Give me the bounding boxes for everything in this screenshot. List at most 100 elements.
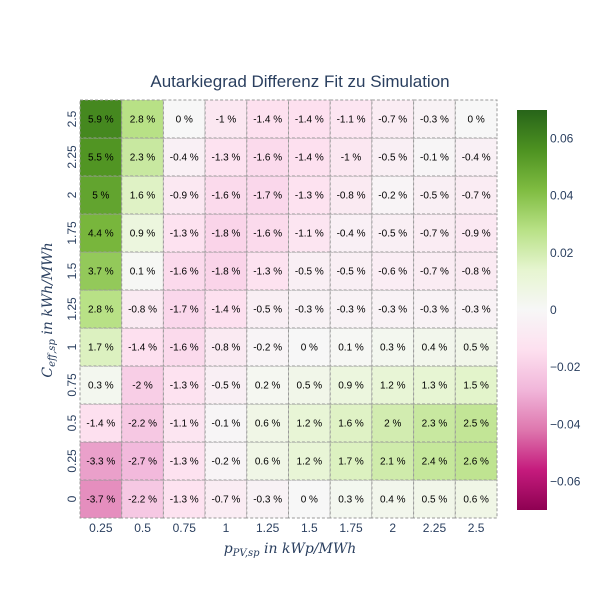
- heatmap-cell-label: -2.7 %: [128, 457, 157, 468]
- heatmap-cell: [121, 479, 164, 519]
- heatmap-cell-label: 0.6 %: [255, 457, 281, 468]
- heatmap-cell-label: -2.2 %: [128, 419, 157, 430]
- heatmap-cell-label: -0.8 %: [211, 343, 240, 354]
- heatmap-cell: [413, 137, 456, 177]
- heatmap-cell-label: -0.3 %: [253, 495, 282, 506]
- y-tick-label: 0: [65, 495, 79, 502]
- y-axis-ticks: 0 0.25 0.5 0.75 1 1.25 1.5 1.75 2 2.25 2.5: [65, 110, 79, 502]
- heatmap-cell-label: -3.7 %: [86, 495, 115, 506]
- heatmap-cell: [413, 175, 456, 215]
- x-tick-label: 0.75: [173, 521, 197, 535]
- chart-title: Autarkiegrad Differenz Fit zu Simulation: [150, 72, 449, 91]
- heatmap-cell-label: 1.2 %: [297, 457, 323, 468]
- heatmap-cell: [79, 137, 123, 177]
- heatmap-cell-label: -0.5 %: [211, 381, 240, 392]
- x-axis-title-main: p: [224, 541, 233, 557]
- heatmap-cell-label: 1.7 %: [338, 457, 364, 468]
- heatmap-cell-label: 1.3 %: [422, 381, 448, 392]
- x-tick-label: 2.25: [423, 521, 447, 535]
- heatmap-cell-label: -0.5 %: [295, 267, 324, 278]
- heatmap-cell-label: -1.6 %: [170, 343, 199, 354]
- heatmap-cell: [79, 327, 123, 367]
- heatmap-cell: [371, 251, 415, 291]
- heatmap-cell-label: -1 %: [341, 153, 362, 164]
- colorbar-tick-label: 0: [550, 303, 557, 317]
- heatmap-cell-label: -0.2 %: [378, 191, 407, 202]
- heatmap-cell-label: -0.3 %: [462, 305, 491, 316]
- y-tick-label: 1.25: [65, 297, 79, 321]
- heatmap-cell-label: -0.1 %: [420, 153, 449, 164]
- y-tick-label: 0.75: [65, 373, 79, 397]
- heatmap-cell-label: -0.6 %: [378, 267, 407, 278]
- heatmap-cell: [246, 365, 290, 405]
- heatmap-cell: [162, 289, 206, 329]
- heatmap-cell-label: -0.3 %: [337, 305, 366, 316]
- heatmap-cell: [371, 479, 415, 519]
- heatmap-cell-label: -1.7 %: [253, 191, 282, 202]
- heatmap-cell: [246, 289, 290, 329]
- colorbar-tick-label: −0.04: [550, 417, 581, 431]
- heatmap-cell: [204, 213, 248, 253]
- heatmap-cell-label: 2.3 %: [130, 153, 156, 164]
- heatmap-cell-label: -0.5 %: [378, 229, 407, 240]
- heatmap-cell-label: 0 %: [176, 115, 193, 126]
- heatmap-cell-label: -1.4 %: [295, 153, 324, 164]
- heatmap-cell: [162, 213, 206, 253]
- heatmap-cell: [413, 251, 456, 291]
- heatmap-cell: [79, 479, 123, 519]
- heatmap-cell-label: 1.7 %: [88, 343, 114, 354]
- heatmap-cell-label: -1.4 %: [211, 305, 240, 316]
- heatmap-cell-label: 0.3 %: [380, 343, 406, 354]
- heatmap-cell-label: 0.5 %: [422, 495, 448, 506]
- heatmap-cell-label: 0 %: [301, 495, 318, 506]
- x-tick-label: 2.5: [468, 521, 485, 535]
- heatmap-cell: [454, 289, 498, 329]
- heatmap-cell-label: 5 %: [92, 191, 109, 202]
- heatmap-cell-label: -1.8 %: [211, 229, 240, 240]
- heatmap-cell: [371, 327, 415, 367]
- heatmap-cell-label: -1.3 %: [170, 457, 199, 468]
- y-tick-label: 1: [65, 343, 79, 350]
- heatmap-cell-label: -1.4 %: [86, 419, 115, 430]
- heatmap-cell: [246, 213, 290, 253]
- heatmap-cell-label: 2.1 %: [380, 457, 406, 468]
- heatmap-cell-label: 1.5 %: [463, 381, 489, 392]
- heatmap-cell: [246, 175, 290, 215]
- heatmap-cell-label: -1.3 %: [295, 191, 324, 202]
- x-axis-title-unit: in kWp/MWh: [260, 541, 357, 557]
- heatmap-cell-label: 4.4 %: [88, 229, 114, 240]
- heatmap-cell: [454, 327, 498, 367]
- heatmap-cell: [371, 403, 415, 443]
- heatmap-cell-label: -3.3 %: [86, 457, 115, 468]
- heatmap-cell: [162, 137, 206, 177]
- heatmap-cell: [204, 289, 248, 329]
- y-tick-label: 2: [65, 191, 79, 198]
- heatmap-cell: [329, 403, 373, 443]
- heatmap-cell: [454, 99, 498, 139]
- heatmap-cell: [204, 175, 248, 215]
- heatmap-cell: [204, 365, 248, 405]
- heatmap-cell: [288, 441, 331, 481]
- heatmap-cell-label: -0.2 %: [253, 343, 282, 354]
- y-tick-label: 1.75: [65, 221, 79, 245]
- heatmap-cells: -3.7 % -2.2 % -1.3 % -0.7 % -0.3 % 0 % 0.3 % 0.…: [79, 99, 498, 519]
- heatmap-cell-label: 0.1 %: [338, 343, 364, 354]
- heatmap-cell: [288, 175, 331, 215]
- heatmap-cell-label: -0.1 %: [211, 419, 240, 430]
- heatmap-cell: [413, 99, 456, 139]
- heatmap-cell-label: 0.9 %: [338, 381, 364, 392]
- heatmap-cell-label: -1.1 %: [295, 229, 324, 240]
- colorbar-tick-label: −0.06: [550, 474, 581, 488]
- heatmap-cell: [329, 327, 373, 367]
- heatmap-cell: [329, 213, 373, 253]
- heatmap-cell: [454, 213, 498, 253]
- heatmap-cell-label: 2.6 %: [463, 457, 489, 468]
- heatmap-cell-label: -0.7 %: [462, 191, 491, 202]
- heatmap-cell-label: -0.3 %: [420, 115, 449, 126]
- heatmap-cell-label: -1 %: [216, 115, 237, 126]
- y-axis-title-unit: in kWh/MWh: [40, 242, 56, 339]
- heatmap-cell-label: 5.5 %: [88, 153, 114, 164]
- heatmap-cell: [204, 99, 248, 139]
- heatmap-cell: [329, 175, 373, 215]
- x-tick-label: 1.25: [256, 521, 280, 535]
